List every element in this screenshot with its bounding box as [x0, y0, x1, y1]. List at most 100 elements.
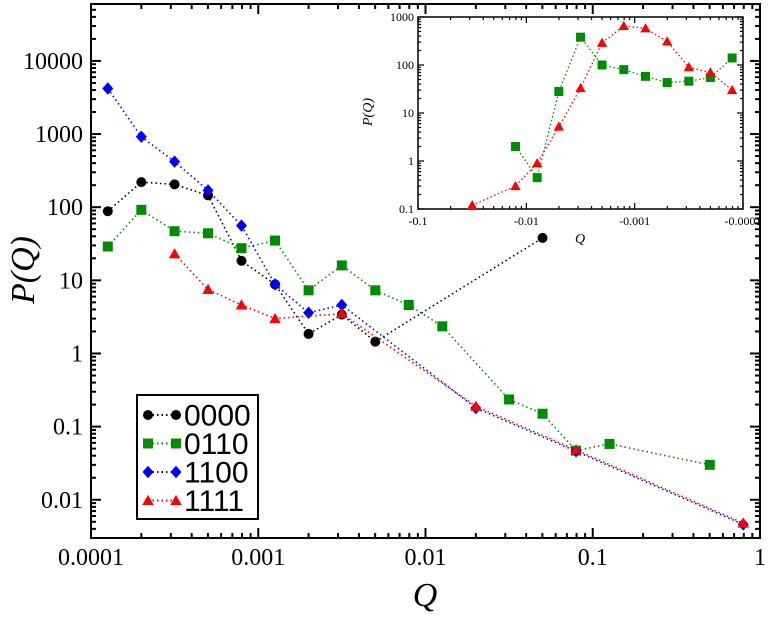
- inset-series-0110-point: [727, 53, 737, 63]
- legend-marker-0110: [143, 438, 153, 449]
- inset-series-1111-point: [726, 84, 738, 95]
- inset-series-1111-point: [467, 200, 478, 210]
- main-series-1100-point: [202, 184, 214, 197]
- main-series-1100-point: [102, 82, 114, 95]
- inset-y-tick-label: 0.1: [399, 202, 414, 216]
- main-series-1100-point: [235, 219, 247, 232]
- inset-series-1111-point: [575, 82, 586, 93]
- main-y-tick-label: 0.1: [53, 415, 83, 441]
- main-series-1100-point: [169, 155, 181, 168]
- legend-label-0000: 0000: [184, 400, 251, 433]
- legend-marker-1111: [142, 494, 154, 505]
- main-x-tick-label: 0.001: [231, 545, 285, 571]
- main-series-1100-point: [336, 298, 348, 312]
- inset-series-0110-point: [662, 78, 672, 88]
- main-series-1100-point: [269, 278, 281, 291]
- main-series-1111-point: [202, 283, 214, 294]
- inset-series-1111-line: [471, 25, 733, 206]
- main-x-axis-title: Q: [413, 577, 438, 614]
- legend-label-0110: 0110: [184, 428, 249, 461]
- main-series-0110-point: [437, 321, 448, 332]
- main-series-0110-point: [203, 228, 214, 239]
- main-series-0000-line: [107, 181, 543, 343]
- inset-series-0110-point: [705, 72, 715, 82]
- main-y-axis-title: P(Q): [5, 236, 42, 305]
- main-series-0110-point: [504, 394, 515, 405]
- legend-entry-1111: 1111: [142, 485, 244, 518]
- legend-entry-0110: 0110: [143, 428, 249, 461]
- legend-marker-1100: [142, 465, 154, 479]
- main-x-tick-label: 1: [754, 545, 766, 571]
- inset-y-tick-label: 100: [396, 58, 414, 72]
- main-series-0110-point: [537, 408, 548, 419]
- main-series-0110-point: [370, 285, 381, 296]
- inset-series-0110-point: [684, 76, 694, 86]
- inset-series-1111-point: [553, 121, 565, 131]
- main-series-1100-line: [107, 88, 744, 526]
- inset-series-0110-point: [641, 71, 651, 81]
- main-series-1111-point: [235, 299, 248, 310]
- main-y-tick-label: 0.01: [41, 488, 83, 514]
- main-series-1111-point: [737, 517, 749, 528]
- inset-y-axis-title: P(Q): [361, 98, 376, 127]
- inset-series-0110-point: [532, 173, 542, 183]
- main-series-0000-point: [102, 206, 113, 217]
- legend-label-1111: 1111: [184, 485, 244, 518]
- inset-series-1111-point: [662, 36, 673, 46]
- legend-entry-0000: 0000: [143, 400, 251, 433]
- main-series-1111-point: [470, 400, 482, 411]
- main-x-tick-label: 0.01: [405, 545, 447, 571]
- inset-series-1111-point: [705, 67, 716, 77]
- main-series-0000-point: [303, 328, 314, 339]
- main-series-0110-point: [270, 235, 281, 246]
- inset-series-1111-point: [596, 37, 608, 47]
- main-series-0110-point: [303, 285, 314, 296]
- main-series-1100-point: [135, 130, 147, 143]
- inset-series-0110-point: [510, 142, 520, 152]
- inset-series-0110-point: [597, 60, 607, 70]
- main-series-1111-point: [269, 312, 281, 324]
- main-x-tick-label: 0.1: [578, 545, 608, 571]
- main-series-0110-point: [169, 226, 180, 237]
- inset-x-tick-label: -0.0001: [725, 214, 762, 228]
- main-series-0000-point: [169, 179, 180, 190]
- main-series-1111-point: [336, 307, 348, 319]
- main-series-0110-point: [102, 241, 113, 252]
- inset-series-0110-point: [619, 65, 629, 75]
- main-series-0110-line: [107, 208, 710, 466]
- main-series-1111-line: [173, 253, 744, 524]
- legend-label-1100: 1100: [184, 457, 249, 490]
- inset-x-tick-label: -0.1: [409, 214, 428, 228]
- main-y-tick-label: 10000: [23, 49, 83, 75]
- main-series-1111-point: [168, 248, 181, 259]
- legend-marker-0110: [171, 438, 181, 449]
- main-y-tick-label: 10: [59, 268, 83, 294]
- inset-y-tick-label: 1000: [390, 10, 414, 24]
- main-series-0000-point: [236, 255, 247, 266]
- inset-frame: [417, 16, 744, 210]
- main-series-0110-point: [236, 243, 247, 254]
- legend-entry-1100: 1100: [142, 457, 249, 490]
- inset-series-1111-point: [640, 23, 651, 33]
- main-series-0110-point: [604, 438, 615, 449]
- main-y-tick-label: 100: [47, 195, 83, 221]
- main-series-0110-point: [136, 204, 147, 215]
- main-x-tick-label: 0.0001: [58, 545, 124, 571]
- legend-marker-1111: [170, 494, 182, 505]
- inset-series-1111-point: [532, 158, 543, 168]
- main-series-0110-point: [403, 300, 414, 311]
- inset-series-0110-line: [514, 35, 733, 180]
- inset-series-0110-point: [554, 87, 564, 97]
- main-series-0000-point: [136, 177, 147, 188]
- main-series-0000-point: [537, 232, 548, 243]
- main-series-0110-point: [704, 459, 715, 470]
- main-series-0000-point: [370, 336, 381, 347]
- inset-series-1111-point: [618, 20, 629, 31]
- inset-y-tick-label: 1: [408, 154, 414, 168]
- inset-x-tick-label: -0.001: [619, 214, 650, 228]
- inset-x-tick-label: -0.01: [514, 214, 539, 228]
- legend-marker-0000: [143, 410, 153, 420]
- inset-series-1111-point: [683, 62, 695, 72]
